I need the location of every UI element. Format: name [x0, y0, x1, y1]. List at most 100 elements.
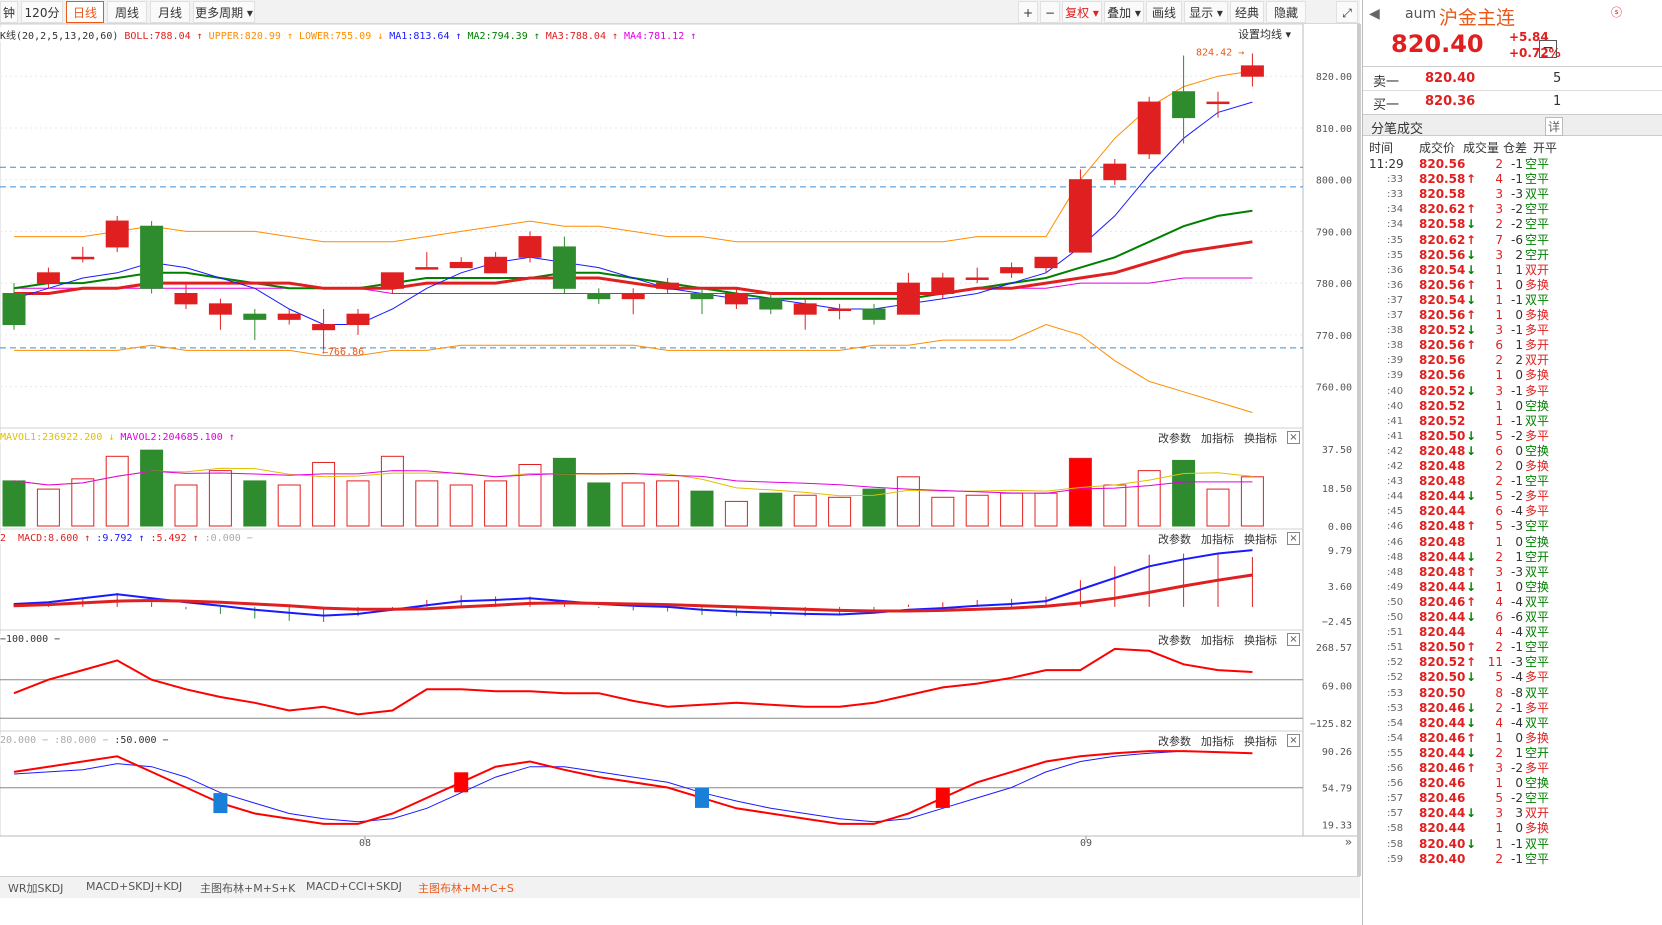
trade-price: 820.52: [1419, 383, 1466, 398]
vol-tick-1: 18.50: [1322, 484, 1352, 495]
macd-legend-item: :9.792 ↑: [96, 533, 145, 544]
trade-oi-diff: -4: [1511, 670, 1523, 685]
trade-oi-diff: -1: [1511, 474, 1523, 489]
period-tab-0[interactable]: 钟: [0, 1, 18, 23]
volume-bar: [759, 492, 783, 527]
trade-oi-diff: -1: [1511, 836, 1523, 851]
trade-arrow: ↓: [1466, 670, 1477, 685]
close-icon[interactable]: ×: [1287, 431, 1300, 444]
ask-label: 卖一: [1373, 75, 1400, 90]
panel-btn-0[interactable]: 改参数: [1158, 533, 1191, 546]
panel-btn-2[interactable]: 换指标: [1244, 432, 1277, 445]
period-tab-4[interactable]: 月线: [150, 1, 190, 23]
trade-time: :52: [1387, 657, 1404, 669]
trade-type: 空平: [1525, 157, 1550, 171]
toolbar-btn-3[interactable]: 叠加 ▾: [1104, 1, 1144, 23]
trade-type: 双平: [1525, 685, 1550, 700]
panel-splitter[interactable]: [1357, 24, 1361, 876]
trade-volume: 1: [1495, 413, 1503, 428]
template-tab-3[interactable]: MACD+CCI+SKDJ: [306, 880, 402, 893]
candle-body: [896, 282, 920, 315]
trade-volume: 2: [1495, 157, 1503, 171]
toolbar-btn-1[interactable]: −: [1040, 1, 1060, 23]
period-tab-3[interactable]: 周线: [107, 1, 147, 23]
vol-legend: MAVOL1:236922.200 ↓ MAVOL2:204685.100 ↑: [0, 432, 241, 443]
toolbar-btn-4[interactable]: 画线: [1146, 1, 1182, 23]
volume-bar: [896, 476, 920, 527]
trade-time: :36: [1387, 279, 1404, 291]
trade-type: 多平: [1525, 428, 1550, 443]
trade-type: 双平: [1525, 610, 1550, 624]
panel-btn-2[interactable]: 换指标: [1244, 634, 1277, 647]
trade-volume: 3: [1495, 761, 1503, 775]
trade-row: :54 820.46 ↑ 1 0 多换: [1363, 731, 1662, 746]
toolbar-btn-2[interactable]: 复权 ▾: [1062, 1, 1102, 23]
panel-btn-0[interactable]: 改参数: [1158, 432, 1191, 445]
trade-volume: 3: [1495, 247, 1503, 262]
panel-btn-1[interactable]: 加指标: [1201, 432, 1234, 445]
volume-bar: [449, 484, 473, 527]
close-icon[interactable]: ×: [1287, 532, 1300, 545]
trade-time: :49: [1387, 581, 1404, 593]
trade-oi-diff: 0: [1515, 368, 1523, 383]
trade-type: 双平: [1525, 625, 1550, 640]
template-tab-0[interactable]: WR加SKDJ: [8, 882, 64, 895]
close-icon[interactable]: ×: [1287, 734, 1300, 747]
template-tab-2[interactable]: 主图布林+M+S+K: [200, 882, 296, 895]
trade-volume: 5: [1495, 791, 1503, 806]
close-icon[interactable]: ×: [1287, 633, 1300, 646]
panel-btn-0[interactable]: 改参数: [1158, 735, 1191, 748]
template-tab-4[interactable]: 主图布林+M+C+S: [418, 882, 514, 895]
candle-body: [724, 292, 748, 305]
toolbar-btn-7[interactable]: 隐藏 ▸▸: [1266, 1, 1306, 42]
trade-oi-diff: 0: [1515, 443, 1523, 458]
macd-legend-item: 2: [0, 533, 13, 544]
expand-icon[interactable]: ⤢: [1336, 1, 1358, 23]
collapse-icon[interactable]: −: [1539, 40, 1557, 58]
toolbar-btn-6[interactable]: 经典: [1230, 1, 1264, 23]
trade-oi-diff: -2: [1511, 217, 1523, 232]
prev-arrow-icon[interactable]: ◀: [1369, 6, 1380, 22]
panel-btn-0[interactable]: 改参数: [1158, 634, 1191, 647]
trade-oi-diff: -3: [1511, 564, 1523, 579]
period-tab-2[interactable]: 日线: [66, 1, 104, 23]
detail-button[interactable]: 详: [1545, 117, 1564, 136]
template-tab-1[interactable]: MACD+SKDJ+KDJ: [86, 880, 183, 893]
period-tab-1[interactable]: 120分钟: [21, 1, 63, 42]
volume-bar: [1068, 457, 1092, 527]
trade-type: 多平: [1525, 489, 1550, 504]
trade-type: 空开: [1525, 745, 1550, 760]
trade-price: 820.46: [1419, 594, 1466, 609]
volume-bar: [105, 455, 129, 527]
trade-row: :52 820.52 ↑ 11 -3 空平: [1363, 655, 1662, 670]
panel-btn-1[interactable]: 加指标: [1201, 735, 1234, 748]
macd-tick-1: 3.60: [1328, 582, 1352, 593]
candle-body: [449, 261, 473, 269]
macd-legend: 2 MACD:8.600 ↑:9.792 ↑:5.492 ↑:0.000 −: [0, 533, 259, 544]
trade-time: :37: [1387, 294, 1404, 306]
period-tab-5[interactable]: 更多周期 ▾: [193, 1, 255, 23]
candle-body: [140, 225, 164, 289]
trade-volume: 1: [1495, 292, 1503, 307]
trade-arrow: ↓: [1466, 428, 1477, 443]
trade-volume: 1: [1495, 308, 1503, 322]
toolbar-btn-5[interactable]: 显示 ▾: [1184, 1, 1228, 23]
skdj-legend: 20.000 −:80.000 −:50.000 −: [0, 735, 175, 746]
trade-row: :53 820.46 ↓ 2 -1 多平: [1363, 701, 1662, 716]
trade-row: 11:29 820.56 2 -1 空平: [1363, 157, 1662, 172]
date-label-08: 08: [359, 838, 371, 849]
panel-btn-2[interactable]: 换指标: [1244, 533, 1277, 546]
alert-icon[interactable]: ⓢ: [1611, 6, 1622, 19]
panel-btn-1[interactable]: 加指标: [1201, 634, 1234, 647]
trade-time: :34: [1387, 204, 1404, 216]
trade-row: :38 820.52 ↓ 3 -1 多平: [1363, 323, 1662, 338]
trade-oi-diff: 0: [1515, 459, 1523, 473]
panel-btn-1[interactable]: 加指标: [1201, 533, 1234, 546]
price-tick-4: 780.00: [1316, 279, 1352, 290]
candle-body: [380, 272, 404, 289]
trade-volume: 1: [1495, 579, 1503, 594]
ma-settings-button[interactable]: 设置均线 ▾: [1238, 28, 1292, 41]
toolbar-btn-0[interactable]: +: [1018, 1, 1038, 23]
panel-btn-2[interactable]: 换指标: [1244, 735, 1277, 748]
trade-oi-diff: -2: [1511, 791, 1523, 806]
